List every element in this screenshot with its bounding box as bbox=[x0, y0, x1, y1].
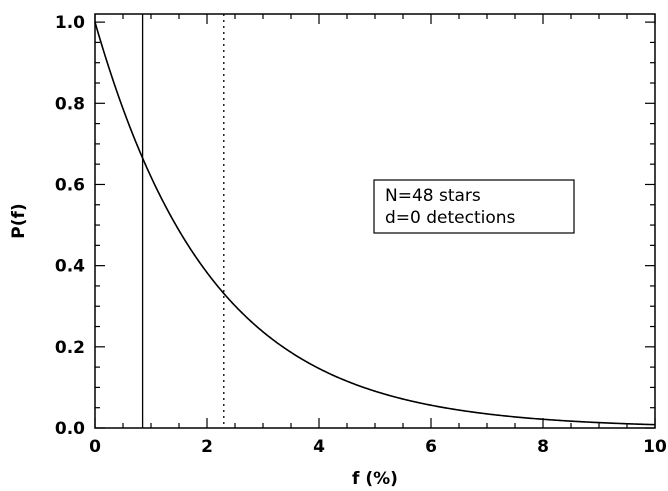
y-axis-title: P(f) bbox=[9, 203, 29, 238]
x-axis-ticks: 0 2 4 6 8 10 bbox=[89, 14, 667, 457]
annotation-border bbox=[373, 179, 575, 234]
curve-layer bbox=[94, 21, 656, 426]
x-tick-label: 8 bbox=[537, 437, 549, 457]
x-tick-label: 6 bbox=[425, 437, 437, 457]
x-tick-label: 0 bbox=[89, 437, 101, 457]
x-tick-label: 10 bbox=[643, 437, 667, 457]
x-tick-label: 2 bbox=[201, 437, 213, 457]
vertical-lines-layer bbox=[141, 14, 225, 428]
annotation-line-2: d=0 detections bbox=[385, 208, 516, 228]
x-axis-title: f (%) bbox=[352, 469, 398, 489]
y-tick-label: 0.0 bbox=[55, 419, 85, 439]
y-tick-label: 0.4 bbox=[55, 257, 85, 277]
probability-curve bbox=[94, 21, 656, 426]
y-tick-label: 0.2 bbox=[55, 338, 85, 358]
y-tick-label: 0.6 bbox=[55, 175, 85, 195]
x-tick-label: 4 bbox=[313, 437, 325, 457]
annotation-line-1: N=48 stars bbox=[385, 186, 481, 206]
y-tick-label: 0.8 bbox=[55, 94, 85, 114]
y-axis-ticks: 0.0 0.2 0.4 0.6 0.8 1.0 bbox=[55, 13, 655, 439]
annotation-box: N=48 stars d=0 detections bbox=[373, 179, 575, 234]
y-tick-label: 1.0 bbox=[55, 13, 85, 33]
